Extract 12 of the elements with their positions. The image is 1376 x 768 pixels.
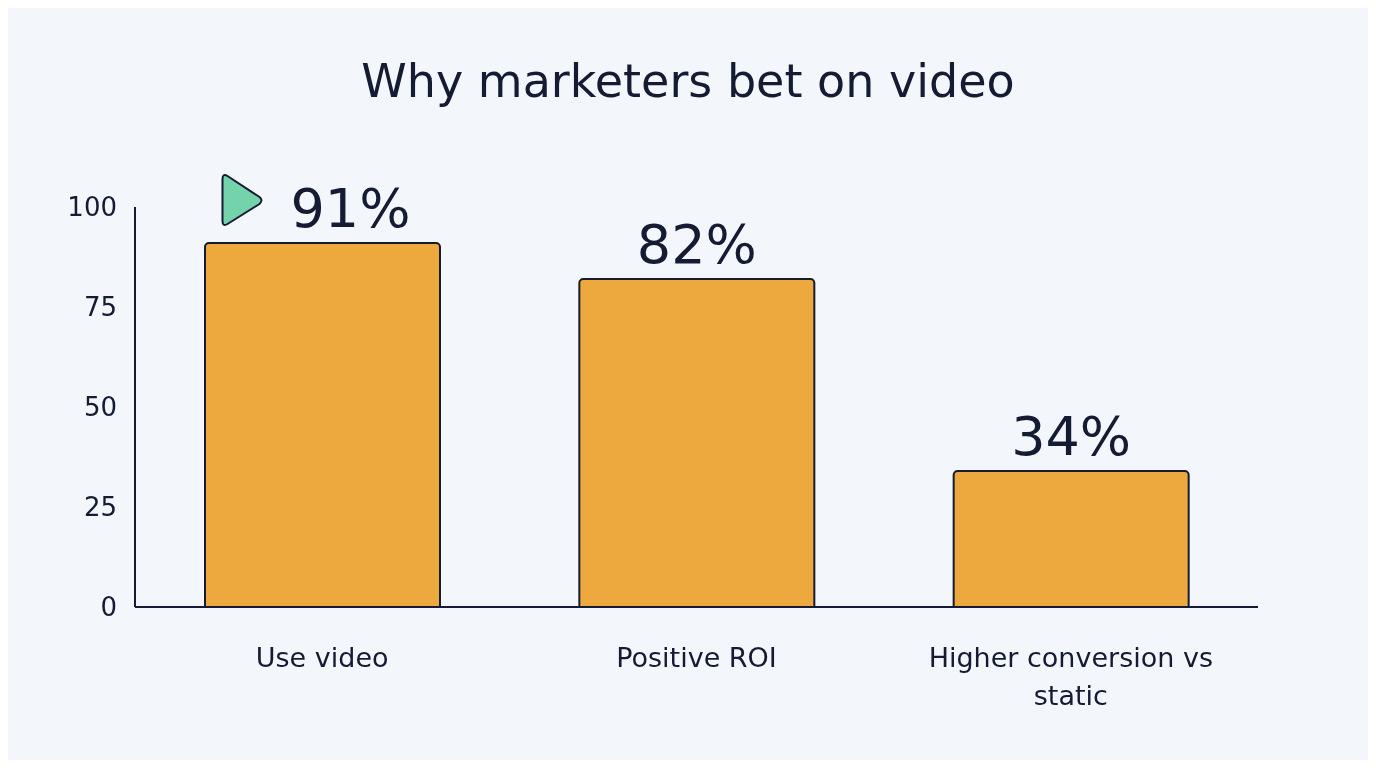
x-tick-label: Positive ROI <box>616 642 777 673</box>
y-tick-label: 100 <box>67 192 117 223</box>
y-tick-label: 75 <box>83 292 117 323</box>
y-tick-label: 0 <box>100 592 117 623</box>
data-label: 82% <box>636 213 757 276</box>
chart-title: Why marketers bet on video <box>360 54 1016 108</box>
x-tick-label: Higher conversion vs static <box>928 642 1214 711</box>
y-tick-label: 50 <box>83 392 117 423</box>
y-tick-label: 25 <box>83 492 117 523</box>
data-label: 34% <box>1011 405 1132 468</box>
data-label: 91% <box>290 177 411 240</box>
x-tick-label: Use video <box>255 642 389 673</box>
